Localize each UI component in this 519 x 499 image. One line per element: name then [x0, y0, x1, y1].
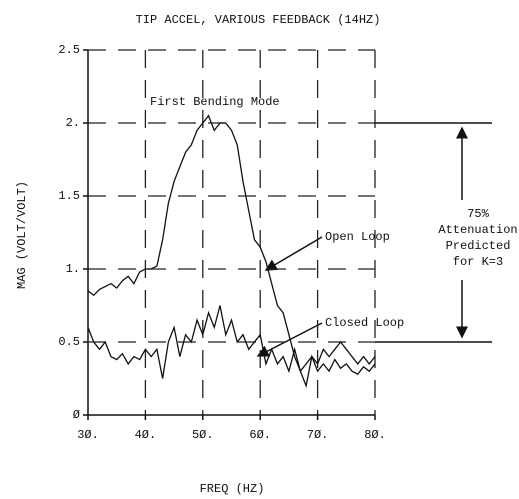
- annotation: Predicted: [446, 239, 511, 253]
- y-tick-label: 2.: [66, 116, 80, 130]
- annotation: Attenuation: [438, 223, 517, 237]
- y-tick-label: 1.: [66, 262, 80, 276]
- x-tick-label: 5Ø.: [192, 428, 214, 442]
- x-tick-label: 6Ø.: [249, 428, 271, 442]
- arrow: [264, 236, 323, 271]
- legend-label: Closed Loop: [325, 316, 404, 330]
- y-tick-label: Ø: [73, 408, 80, 422]
- line-series: [87, 305, 376, 379]
- annotation: for K=3: [453, 255, 503, 269]
- legend-label: Open Loop: [325, 230, 390, 244]
- x-tick-label: 4Ø.: [135, 428, 157, 442]
- annotation: First Bending Mode: [150, 95, 280, 109]
- line-series: [87, 114, 376, 389]
- annotation: 75%: [467, 207, 489, 221]
- x-tick-label: 8Ø.: [364, 428, 386, 442]
- x-axis-label: FREQ (HZ): [200, 482, 265, 496]
- y-tick-label: 2.5: [58, 43, 80, 57]
- x-tick-label: 7Ø.: [307, 428, 329, 442]
- y-axis-label: MAG (VOLT/VOLT): [15, 181, 29, 289]
- x-tick-label: 3Ø.: [77, 428, 99, 442]
- chart-title: TIP ACCEL, VARIOUS FEEDBACK (14HZ): [136, 13, 381, 27]
- y-tick-label: 1.5: [58, 189, 80, 203]
- y-tick-label: 0.5: [58, 335, 80, 349]
